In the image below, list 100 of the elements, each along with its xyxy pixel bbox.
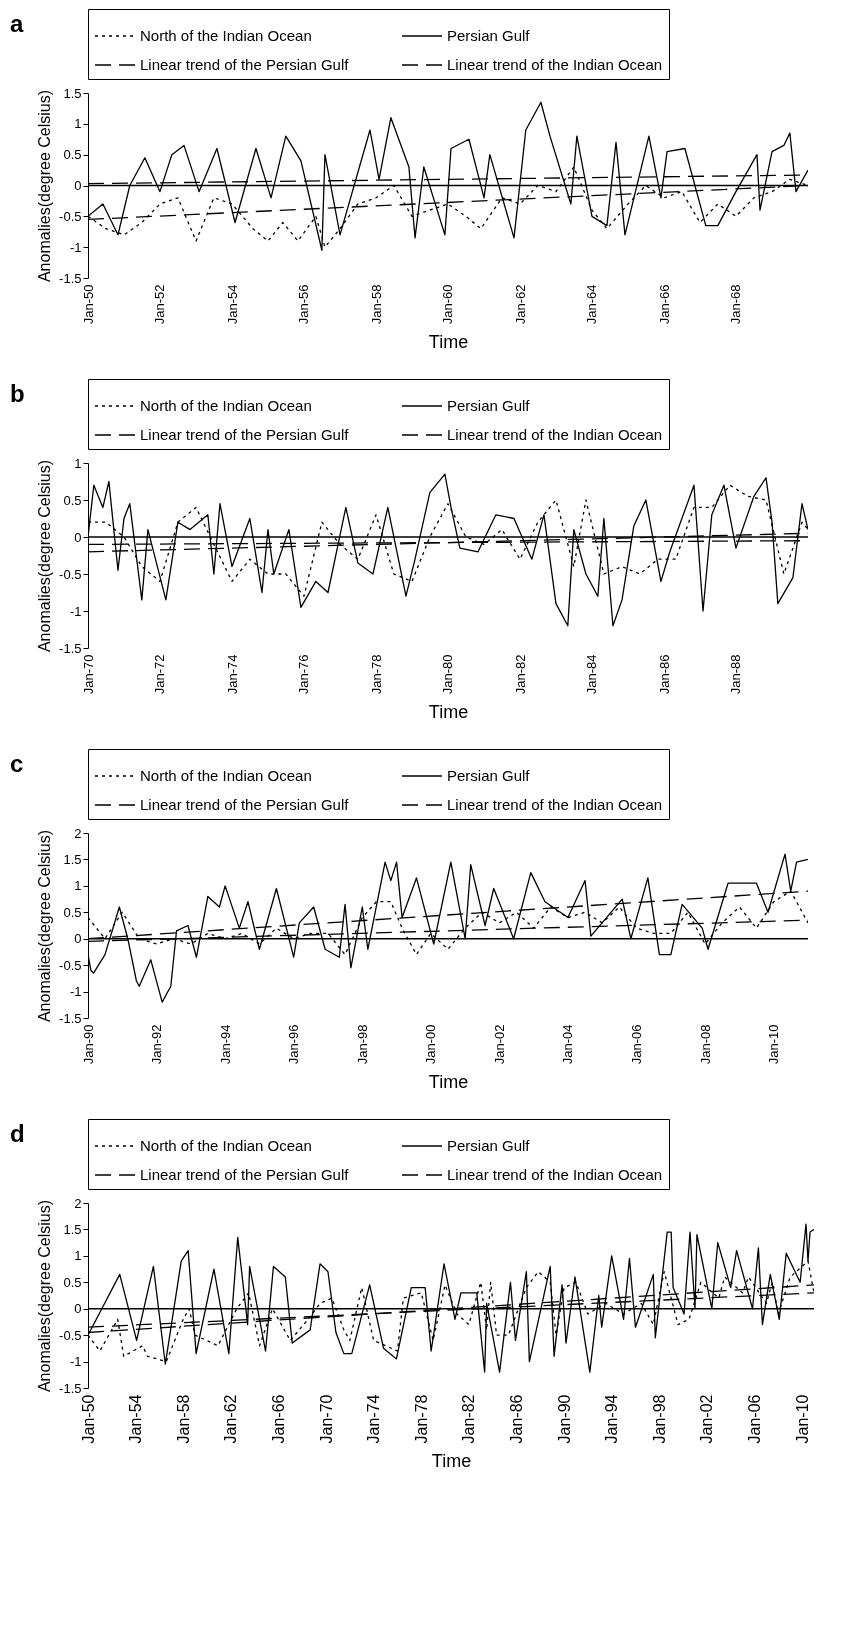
- x-tick-label: Jan-94: [217, 1024, 233, 1065]
- x-tick-label: Jan-56: [296, 284, 312, 325]
- y-tick-label: 1: [74, 1248, 82, 1264]
- x-tick-label: Jan-82: [512, 654, 528, 695]
- x-axis-title: Time: [428, 702, 469, 723]
- x-tick-label: Jan-54: [127, 1394, 145, 1444]
- legend-label: Linear trend of the Persian Gulf: [140, 426, 350, 443]
- legend-label: Linear trend of the Indian Ocean: [447, 1166, 663, 1183]
- legend-label: Persian Gulf: [447, 767, 531, 784]
- x-tick-label: Jan-66: [269, 1394, 287, 1444]
- legend-label: Persian Gulf: [447, 1137, 531, 1154]
- legend-label: North of the Indian Ocean: [140, 397, 312, 414]
- x-tick-label: Jan-02: [698, 1394, 716, 1444]
- y-axis-title: Anomalies(degree Celsius): [36, 459, 54, 653]
- y-tick-label: -1: [69, 239, 82, 255]
- x-axis-title: Time: [431, 1451, 472, 1472]
- x-tick-label: Jan-62: [512, 284, 528, 325]
- x-tick-label: Jan-74: [365, 1394, 383, 1444]
- x-tick-label: Jan-70: [317, 1394, 335, 1444]
- x-tick-label: Jan-78: [412, 1394, 430, 1444]
- x-tick-label: Jan-10: [766, 1024, 782, 1065]
- y-tick-label: 0.5: [63, 147, 82, 163]
- x-tick-label: Jan-86: [507, 1394, 525, 1444]
- y-tick-label: 1.5: [63, 1221, 82, 1237]
- chart-title: d: [10, 1119, 25, 1147]
- x-tick-label: Jan-68: [728, 284, 744, 325]
- legend-label: Linear trend of the Persian Gulf: [140, 796, 350, 813]
- x-axis-title: Time: [428, 1072, 469, 1093]
- y-tick-label: -1.5: [59, 1010, 82, 1026]
- x-tick-label: Jan-52: [152, 284, 168, 325]
- legend-label: Linear trend of the Indian Ocean: [447, 796, 663, 813]
- x-tick-label: Jan-50: [80, 284, 96, 325]
- y-axis-title: Anomalies(degree Celsius): [36, 89, 54, 283]
- y-tick-label: -0.5: [59, 208, 82, 224]
- legend-label: Persian Gulf: [447, 27, 531, 44]
- legend-label: North of the Indian Ocean: [140, 27, 312, 44]
- y-tick-label: 0.5: [63, 1274, 82, 1290]
- y-axis-title: Anomalies(degree Celsius): [36, 829, 54, 1023]
- x-tick-label: Jan-72: [152, 654, 168, 695]
- x-tick-label: Jan-54: [224, 284, 240, 325]
- x-tick-label: Jan-10: [793, 1394, 811, 1444]
- y-tick-label: -0.5: [59, 957, 82, 973]
- x-tick-label: Jan-96: [286, 1024, 302, 1065]
- chart-title: c: [10, 749, 24, 777]
- chart-title: a: [10, 9, 24, 37]
- y-tick-label: 0: [74, 931, 82, 947]
- y-tick-label: 2: [74, 825, 82, 841]
- x-tick-label: Jan-66: [656, 284, 672, 325]
- legend-label: Linear trend of the Persian Gulf: [140, 56, 350, 73]
- y-tick-label: 0: [74, 178, 82, 193]
- y-tick-label: 2: [74, 1195, 82, 1211]
- legend-label: Persian Gulf: [447, 397, 531, 414]
- x-tick-label: Jan-86: [656, 654, 672, 695]
- x-tick-label: Jan-88: [728, 654, 744, 695]
- y-tick-label: 1: [74, 878, 82, 894]
- x-tick-label: Jan-06: [746, 1394, 763, 1444]
- x-tick-label: Jan-76: [296, 654, 312, 695]
- x-tick-label: Jan-70: [80, 654, 96, 695]
- y-tick-label: 1.5: [63, 851, 82, 867]
- x-tick-label: Jan-00: [423, 1024, 439, 1065]
- x-tick-label: Jan-64: [584, 284, 600, 325]
- y-tick-label: -1.5: [59, 1380, 82, 1396]
- x-axis-title: Time: [428, 332, 469, 353]
- y-tick-label: -0.5: [59, 1327, 82, 1343]
- chart-title: b: [10, 379, 25, 407]
- x-tick-label: Jan-84: [584, 654, 600, 695]
- x-tick-label: Jan-04: [560, 1024, 576, 1065]
- y-axis-title: Anomalies(degree Celsius): [36, 1199, 54, 1393]
- y-tick-label: -1: [69, 603, 82, 619]
- x-tick-label: Jan-80: [440, 654, 456, 695]
- y-tick-label: -1: [69, 984, 82, 1000]
- legend-label: Linear trend of the Indian Ocean: [447, 426, 663, 443]
- x-tick-label: Jan-78: [368, 654, 384, 695]
- x-tick-label: Jan-50: [79, 1394, 97, 1444]
- y-tick-label: 0: [74, 1301, 82, 1317]
- y-tick-label: -0.5: [59, 566, 82, 582]
- x-tick-label: Jan-90: [555, 1394, 573, 1444]
- x-tick-label: Jan-74: [224, 654, 240, 695]
- y-tick-label: 0.5: [63, 904, 82, 920]
- x-tick-label: Jan-60: [440, 284, 456, 325]
- x-tick-label: Jan-58: [174, 1394, 192, 1444]
- y-tick-label: -1.5: [59, 640, 82, 656]
- y-tick-label: 0.5: [63, 492, 82, 508]
- y-tick-label: -1.5: [59, 270, 82, 286]
- legend-label: Linear trend of the Persian Gulf: [140, 1166, 350, 1183]
- x-tick-label: Jan-90: [80, 1024, 96, 1065]
- y-tick-label: -1: [69, 1354, 82, 1370]
- y-tick-label: 1.5: [63, 85, 82, 101]
- y-tick-label: 1: [74, 116, 82, 132]
- legend-label: North of the Indian Ocean: [140, 767, 312, 784]
- legend-label: North of the Indian Ocean: [140, 1137, 312, 1154]
- x-tick-label: Jan-94: [603, 1394, 621, 1444]
- x-tick-label: Jan-98: [354, 1024, 370, 1065]
- y-tick-label: 0: [74, 529, 82, 545]
- x-tick-label: Jan-82: [460, 1394, 478, 1444]
- x-tick-label: Jan-98: [650, 1394, 668, 1444]
- x-tick-label: Jan-08: [697, 1024, 713, 1065]
- x-tick-label: Jan-62: [222, 1394, 240, 1444]
- x-tick-label: Jan-02: [491, 1024, 507, 1065]
- x-tick-label: Jan-58: [368, 284, 384, 325]
